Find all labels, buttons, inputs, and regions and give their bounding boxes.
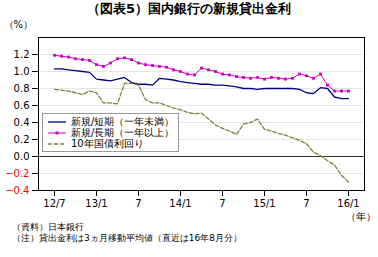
svg-text:1.2: 1.2 [14,49,30,60]
html-text:新規/短期（一年未満）: 新規/短期（一年未満） [71,116,175,127]
svg-text:7: 7 [219,198,225,209]
svg-text:15/1: 15/1 [253,198,275,209]
html-text:10年国債利回り: 10年国債利回り [71,138,144,149]
html-text:（図表5）国内銀行の新規貸出金利: （図表5）国内銀行の新規貸出金利 [87,1,291,16]
svg-text:16/1: 16/1 [337,198,359,209]
svg-text:0.2: 0.2 [14,134,30,145]
svg-text:0.8: 0.8 [14,83,30,94]
svg-text:0.4: 0.4 [14,117,30,128]
svg-text:13/1: 13/1 [85,198,107,209]
svg-text:7: 7 [135,198,141,209]
svg-text:14/1: 14/1 [169,198,191,209]
svg-text:7: 7 [303,198,309,209]
svg-text:−0.4: −0.4 [5,185,29,196]
html-text:新規/長期（一年以上）: 新規/長期（一年以上） [71,127,175,138]
svg-text:0.6: 0.6 [14,100,30,111]
svg-text:12/7: 12/7 [43,198,65,209]
html-text:（資料）日本銀行: （資料）日本銀行 [12,222,84,232]
svg-text:0.0: 0.0 [14,151,30,162]
svg-text:（%）: （%） [4,19,34,30]
svg-text:（年）: （年） [346,211,376,222]
svg-text:−0.2: −0.2 [5,168,29,179]
svg-text:1.0: 1.0 [14,66,30,77]
html-text:（注）貸出金利は3ヵ月移動平均値（直近は16年8月分）: （注）貸出金利は3ヵ月移動平均値（直近は16年8月分） [12,233,242,243]
